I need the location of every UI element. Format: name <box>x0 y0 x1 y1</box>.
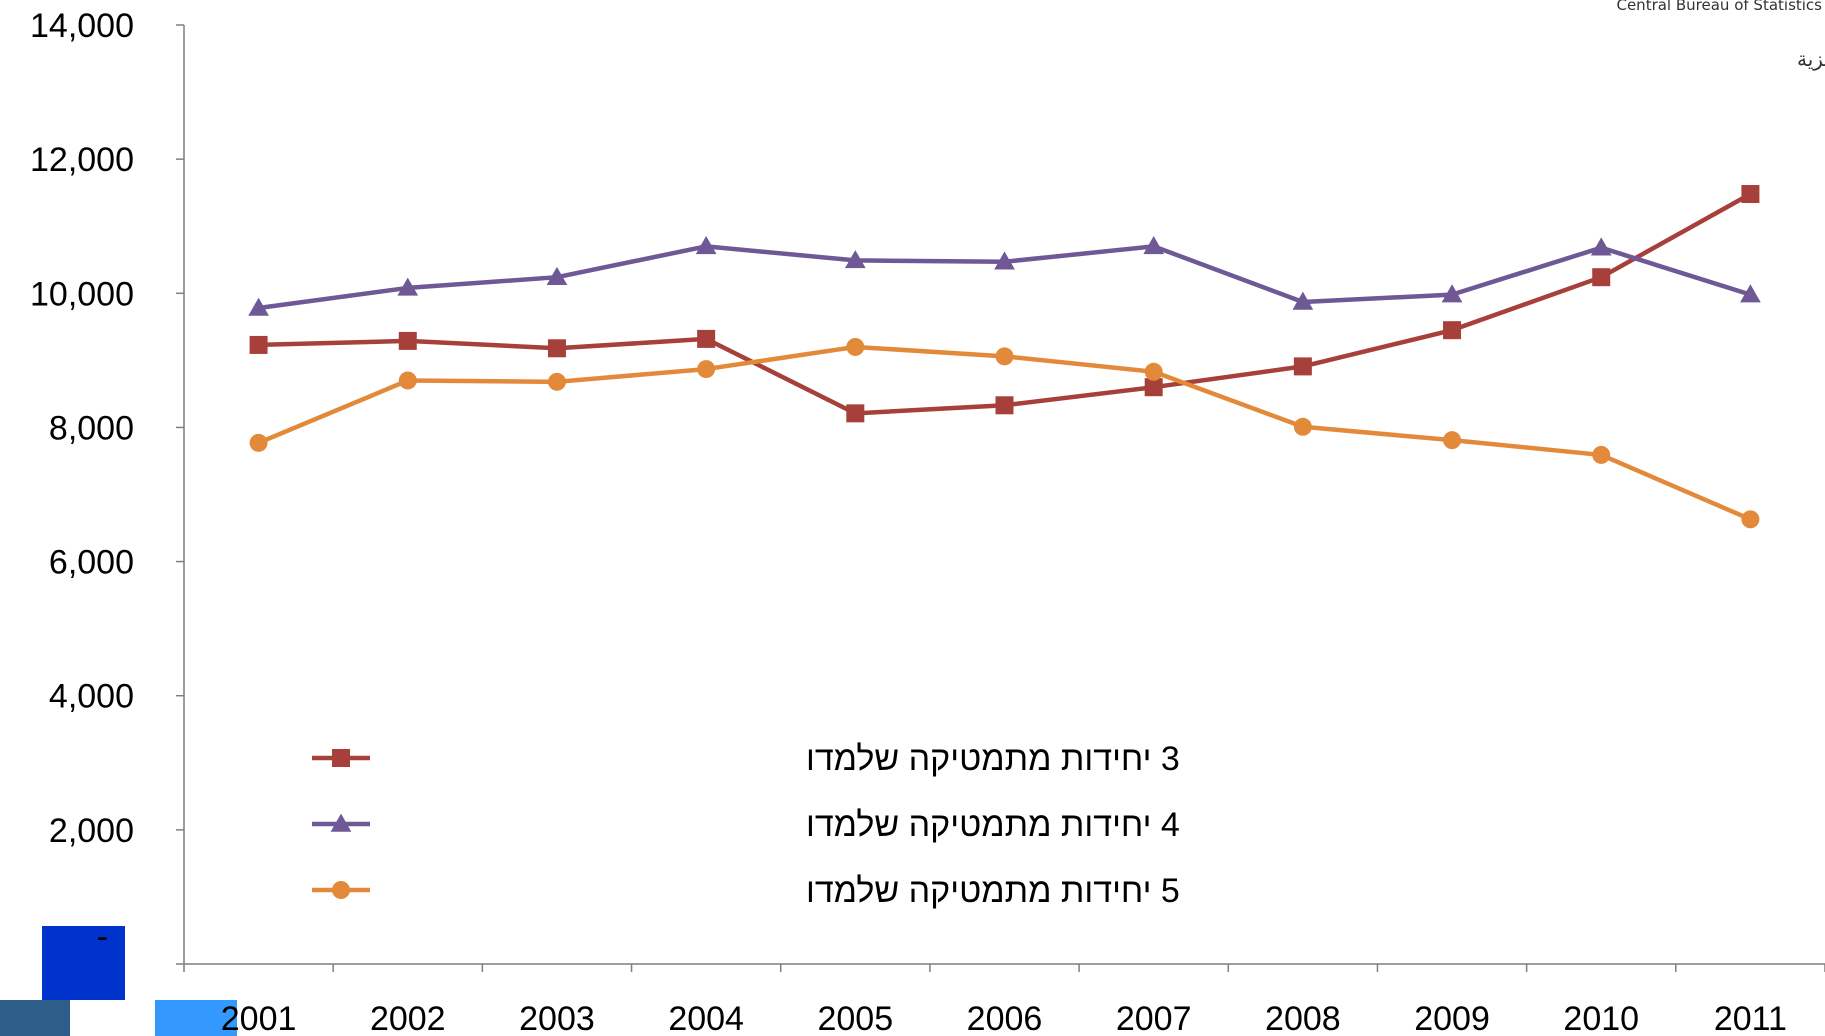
y-axis-ticks: - 2,000 4,000 6,000 8,000 10,000 12,000 14,000 <box>30 7 184 965</box>
y-tick-label: - <box>97 918 108 956</box>
data-point-triangle <box>1441 284 1463 303</box>
data-point-square <box>1144 378 1163 397</box>
legend-item: 3 יחידות מתמטיקה שלמדו <box>312 740 1180 778</box>
y-tick-label: 10,000 <box>30 275 134 313</box>
x-tick-label: 2005 <box>817 1000 893 1036</box>
y-tick-label: 4,000 <box>49 678 134 716</box>
y-tick-label: 2,000 <box>49 812 134 850</box>
data-point-circle <box>249 433 268 452</box>
data-point-circle <box>846 337 865 356</box>
y-tick-label: 12,000 <box>30 141 134 179</box>
data-point-triangle <box>248 297 269 316</box>
corner-block-lightblue <box>155 1000 237 1036</box>
data-point-triangle <box>695 235 717 255</box>
data-point-circle <box>1293 417 1312 436</box>
data-point-square <box>995 396 1014 415</box>
y-tick-label: 6,000 <box>49 544 134 582</box>
data-point-triangle <box>1740 284 1761 303</box>
logo-arabic-text: دائرة الإحصاء المركزية <box>1797 47 1825 71</box>
data-point-square <box>1293 357 1312 376</box>
legend-item: 5 יחידות מתמטיקה שלמדו <box>312 872 1180 910</box>
data-point-square <box>1592 268 1611 287</box>
series-4-units <box>248 235 1761 316</box>
data-point-triangle <box>330 813 352 832</box>
data-point-circle <box>1741 510 1760 529</box>
series-line <box>257 344 1752 522</box>
x-tick-label: 2009 <box>1414 1000 1490 1036</box>
data-point-triangle <box>844 250 866 269</box>
data-point-triangle <box>1143 235 1165 255</box>
series-5-units <box>249 337 1760 529</box>
data-point-square <box>332 749 350 767</box>
data-point-triangle <box>1292 291 1314 310</box>
data-point-square <box>697 329 716 348</box>
x-tick-label: 2001 <box>221 1000 297 1036</box>
corner-block-blue <box>42 926 125 1000</box>
legend-label: 5 יחידות מתמטיקה שלמדו <box>806 872 1180 910</box>
data-point-square <box>249 335 268 354</box>
legend: 3 יחידות מתמטיקה שלמדו 4 יחידות מתמטיקה ש… <box>312 740 1180 910</box>
legend-item: 4 יחידות מתמטיקה שלמדו <box>312 806 1180 844</box>
data-point-circle <box>547 372 566 391</box>
series-3-units <box>249 185 1760 423</box>
x-tick-label: 2004 <box>668 1000 744 1036</box>
legend-label: 3 יחידות מתמטיקה שלמדו <box>806 740 1180 778</box>
data-point-circle <box>1592 445 1611 464</box>
x-axis-ticks: 2001 2002 2003 2004 2005 2006 2007 2008 2009 2010… <box>183 964 1825 1036</box>
legend-label: 4 יחידות מתמטיקה שלמדו <box>806 806 1180 844</box>
x-tick-label: 2006 <box>967 1000 1043 1036</box>
data-point-circle <box>332 881 350 899</box>
data-point-circle <box>697 360 716 379</box>
data-point-triangle <box>546 266 568 285</box>
corner-block-darkblue <box>0 1000 70 1036</box>
data-point-square <box>398 331 417 350</box>
data-point-circle <box>995 347 1014 366</box>
x-tick-label: 2002 <box>370 1000 446 1036</box>
y-tick-label: 8,000 <box>49 409 134 447</box>
x-tick-label: 2003 <box>519 1000 595 1036</box>
data-point-circle <box>1144 362 1163 381</box>
data-point-square <box>547 339 566 358</box>
series-group <box>248 185 1761 529</box>
data-point-triangle <box>1590 237 1612 256</box>
data-point-square <box>846 404 865 423</box>
data-point-triangle <box>397 277 419 296</box>
y-tick-label: 14,000 <box>30 7 134 45</box>
data-point-circle <box>1443 431 1462 450</box>
data-point-square <box>1443 321 1462 340</box>
x-tick-label: 2011 <box>1714 1000 1787 1036</box>
data-point-triangle <box>994 251 1015 270</box>
data-point-circle <box>398 371 417 390</box>
x-tick-label: 2008 <box>1265 1000 1341 1036</box>
data-point-square <box>1741 185 1760 204</box>
x-tick-label: 2010 <box>1563 1000 1639 1036</box>
logo-english-text: Central Bureau of Statistics <box>1616 0 1822 14</box>
x-tick-label: 2007 <box>1116 1000 1192 1036</box>
